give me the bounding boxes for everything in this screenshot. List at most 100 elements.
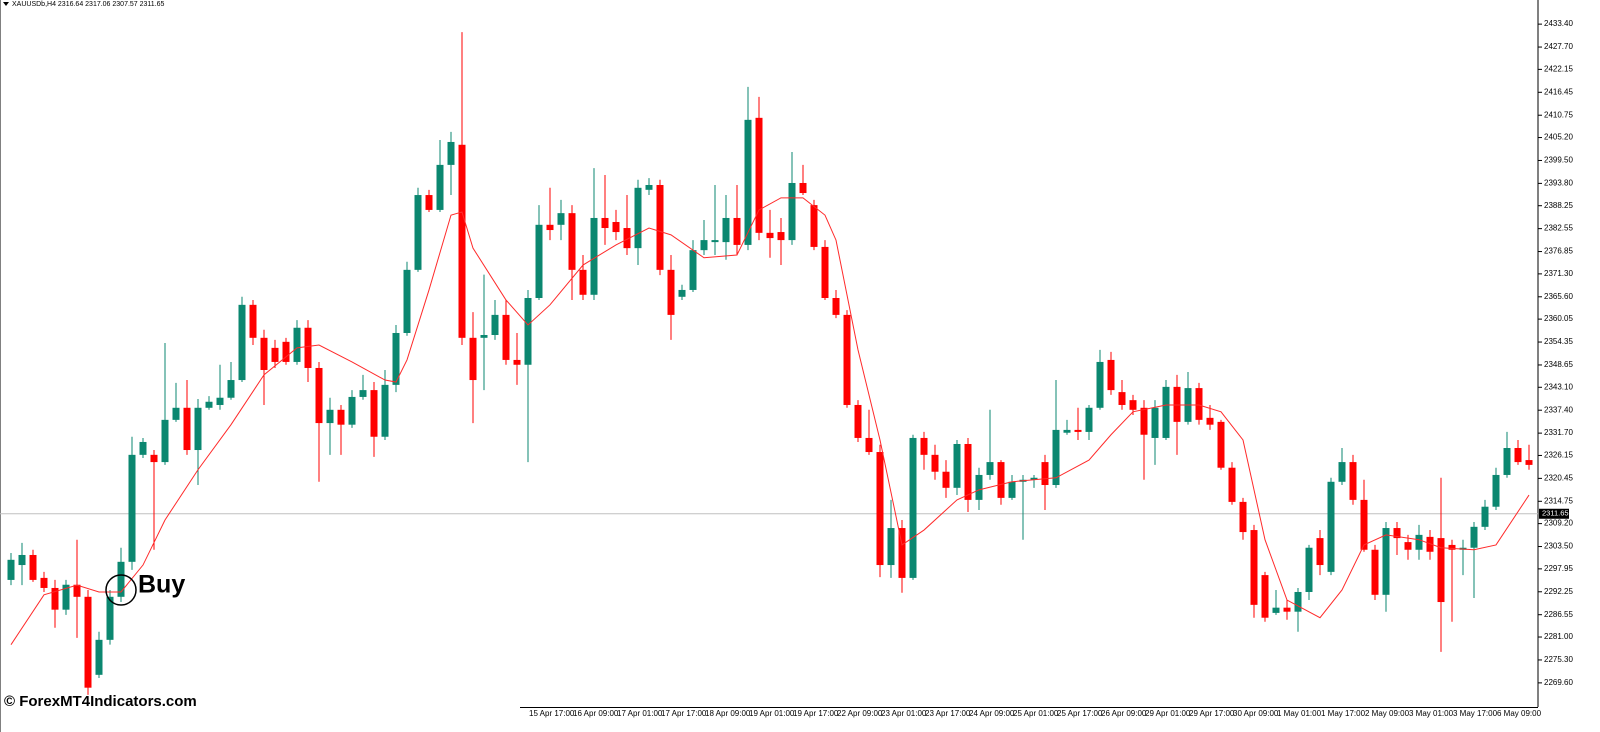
candle-body (788, 182, 796, 241)
candle-body (733, 217, 741, 245)
candle-body (810, 205, 818, 247)
candle-body (678, 289, 686, 297)
x-tick-label: 19 Apr 01:00 (749, 709, 795, 718)
candle-body (1074, 429, 1082, 432)
candle-body (942, 471, 950, 488)
candle-body (689, 250, 697, 290)
candle-body (1492, 474, 1500, 507)
candle-body (1470, 526, 1478, 548)
candle-body (1217, 421, 1225, 468)
candle-body (84, 596, 92, 688)
y-tick-label: 2314.75 (1544, 496, 1573, 505)
candle-body (865, 437, 873, 453)
candle-body (1239, 501, 1247, 533)
x-tick-label: 29 Apr 17:00 (1189, 709, 1235, 718)
candle-body (62, 584, 70, 610)
x-tick-label: 22 Apr 09:00 (837, 709, 883, 718)
candle-body (172, 407, 180, 420)
candle-body (755, 117, 763, 233)
candle-body (1503, 448, 1511, 475)
candle-body (1327, 481, 1335, 572)
candle-body (73, 584, 81, 597)
candle-body (1360, 499, 1368, 550)
candle-body (832, 298, 840, 315)
candle-body (1305, 547, 1313, 592)
candle-body (590, 217, 598, 295)
candle-body (271, 347, 279, 362)
candle-body (1063, 429, 1071, 433)
moving-average (10, 197, 1530, 645)
candle-body (370, 390, 378, 437)
y-tick-label: 2337.40 (1544, 405, 1573, 414)
y-tick-label: 2348.65 (1544, 360, 1573, 369)
y-tick-label: 2281.00 (1544, 632, 1573, 641)
watermark: © ForexMT4Indicators.com (4, 693, 197, 710)
candle-body (1096, 361, 1104, 408)
candle-body (348, 396, 356, 425)
candle-body (953, 443, 961, 488)
candle-body (777, 232, 785, 241)
x-tick-label: 3 May 17:00 (1453, 709, 1498, 718)
candle-body (337, 409, 345, 425)
candle-body (986, 462, 994, 475)
candle-body (546, 224, 554, 231)
candle-body (1250, 530, 1258, 605)
chart-title: XAUUSDb,H4 2316.64 2317.06 2307.57 2311.… (12, 1, 165, 8)
candle-body (623, 228, 631, 249)
candle-body (1294, 591, 1302, 612)
candle-body (799, 182, 807, 194)
candle-body (821, 246, 829, 299)
y-tick-label: 2320.45 (1544, 473, 1573, 482)
candle-body (447, 141, 455, 165)
y-tick-label: 2427.70 (1544, 42, 1573, 51)
x-tick-label: 23 Apr 17:00 (925, 709, 971, 718)
x-tick-label: 16 Apr 09:00 (573, 709, 619, 718)
candle-body (139, 441, 147, 455)
candle-body (183, 407, 191, 451)
candle-body (1030, 477, 1038, 480)
candle-body (997, 462, 1005, 498)
candle-body (766, 232, 774, 239)
candle-body (843, 314, 851, 405)
candle-body (1371, 549, 1379, 595)
candle-body (29, 554, 37, 580)
candle-body (1393, 528, 1401, 539)
candle-body (568, 213, 576, 270)
candle-body (579, 269, 587, 295)
candle-body (524, 298, 532, 365)
candle-body (227, 380, 235, 398)
y-tick-label: 2354.35 (1544, 337, 1573, 346)
candle-body (1404, 542, 1412, 550)
y-tick-label: 2388.25 (1544, 201, 1573, 210)
candle-body (667, 269, 675, 315)
y-tick-label: 2292.25 (1544, 587, 1573, 596)
candle-body (1426, 536, 1434, 552)
candle-body (326, 409, 334, 424)
y-tick-label: 2309.20 (1544, 519, 1573, 528)
x-tick-label: 19 Apr 17:00 (793, 709, 839, 718)
plot: 2433.40 2427.70 2422.15 2416.45 2410.75 2405.… (0, 19, 1573, 718)
candle-body (975, 474, 983, 500)
symbol-marker (3, 2, 9, 6)
candle-body (557, 213, 565, 225)
x-tick-label: 1 May 17:00 (1321, 709, 1366, 718)
candle-body (1206, 417, 1214, 425)
candle-body (249, 304, 257, 338)
y-tick-label: 2416.45 (1544, 87, 1573, 96)
candle-body (744, 119, 752, 245)
candle-body (1195, 388, 1203, 420)
candle-body (161, 419, 169, 463)
candle-body (920, 437, 928, 455)
candle-body (238, 304, 246, 381)
y-tick-label: 2410.75 (1544, 110, 1573, 119)
candle-body (513, 359, 521, 365)
y-tick-label: 2371.30 (1544, 269, 1573, 278)
candle-body (898, 528, 906, 578)
candle-body (1338, 462, 1346, 482)
candle-body (656, 184, 664, 270)
y-tick-label: 2422.15 (1544, 64, 1573, 73)
candle-body (931, 454, 939, 472)
candle-body (964, 443, 972, 500)
